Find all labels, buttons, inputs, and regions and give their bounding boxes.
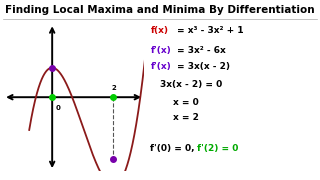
Text: f(x): f(x): [150, 26, 168, 35]
Text: = 3x(x - 2): = 3x(x - 2): [177, 62, 230, 71]
Text: x = 0: x = 0: [173, 98, 198, 107]
Text: x = 2: x = 2: [173, 112, 199, 122]
Text: f'(0) = 0,: f'(0) = 0,: [150, 144, 195, 153]
Text: f'(x): f'(x): [150, 62, 171, 71]
Text: 2: 2: [111, 85, 116, 91]
Text: 3x(x - 2) = 0: 3x(x - 2) = 0: [160, 80, 222, 89]
Text: f'(x): f'(x): [150, 46, 171, 55]
Text: 0: 0: [56, 105, 61, 111]
Text: = x³ - 3x² + 1: = x³ - 3x² + 1: [177, 26, 243, 35]
Text: = 3x² - 6x: = 3x² - 6x: [177, 46, 225, 55]
Text: Finding Local Maxima and Minima By Differentiation: Finding Local Maxima and Minima By Diffe…: [5, 5, 315, 15]
Text: f'(2) = 0: f'(2) = 0: [194, 144, 238, 153]
